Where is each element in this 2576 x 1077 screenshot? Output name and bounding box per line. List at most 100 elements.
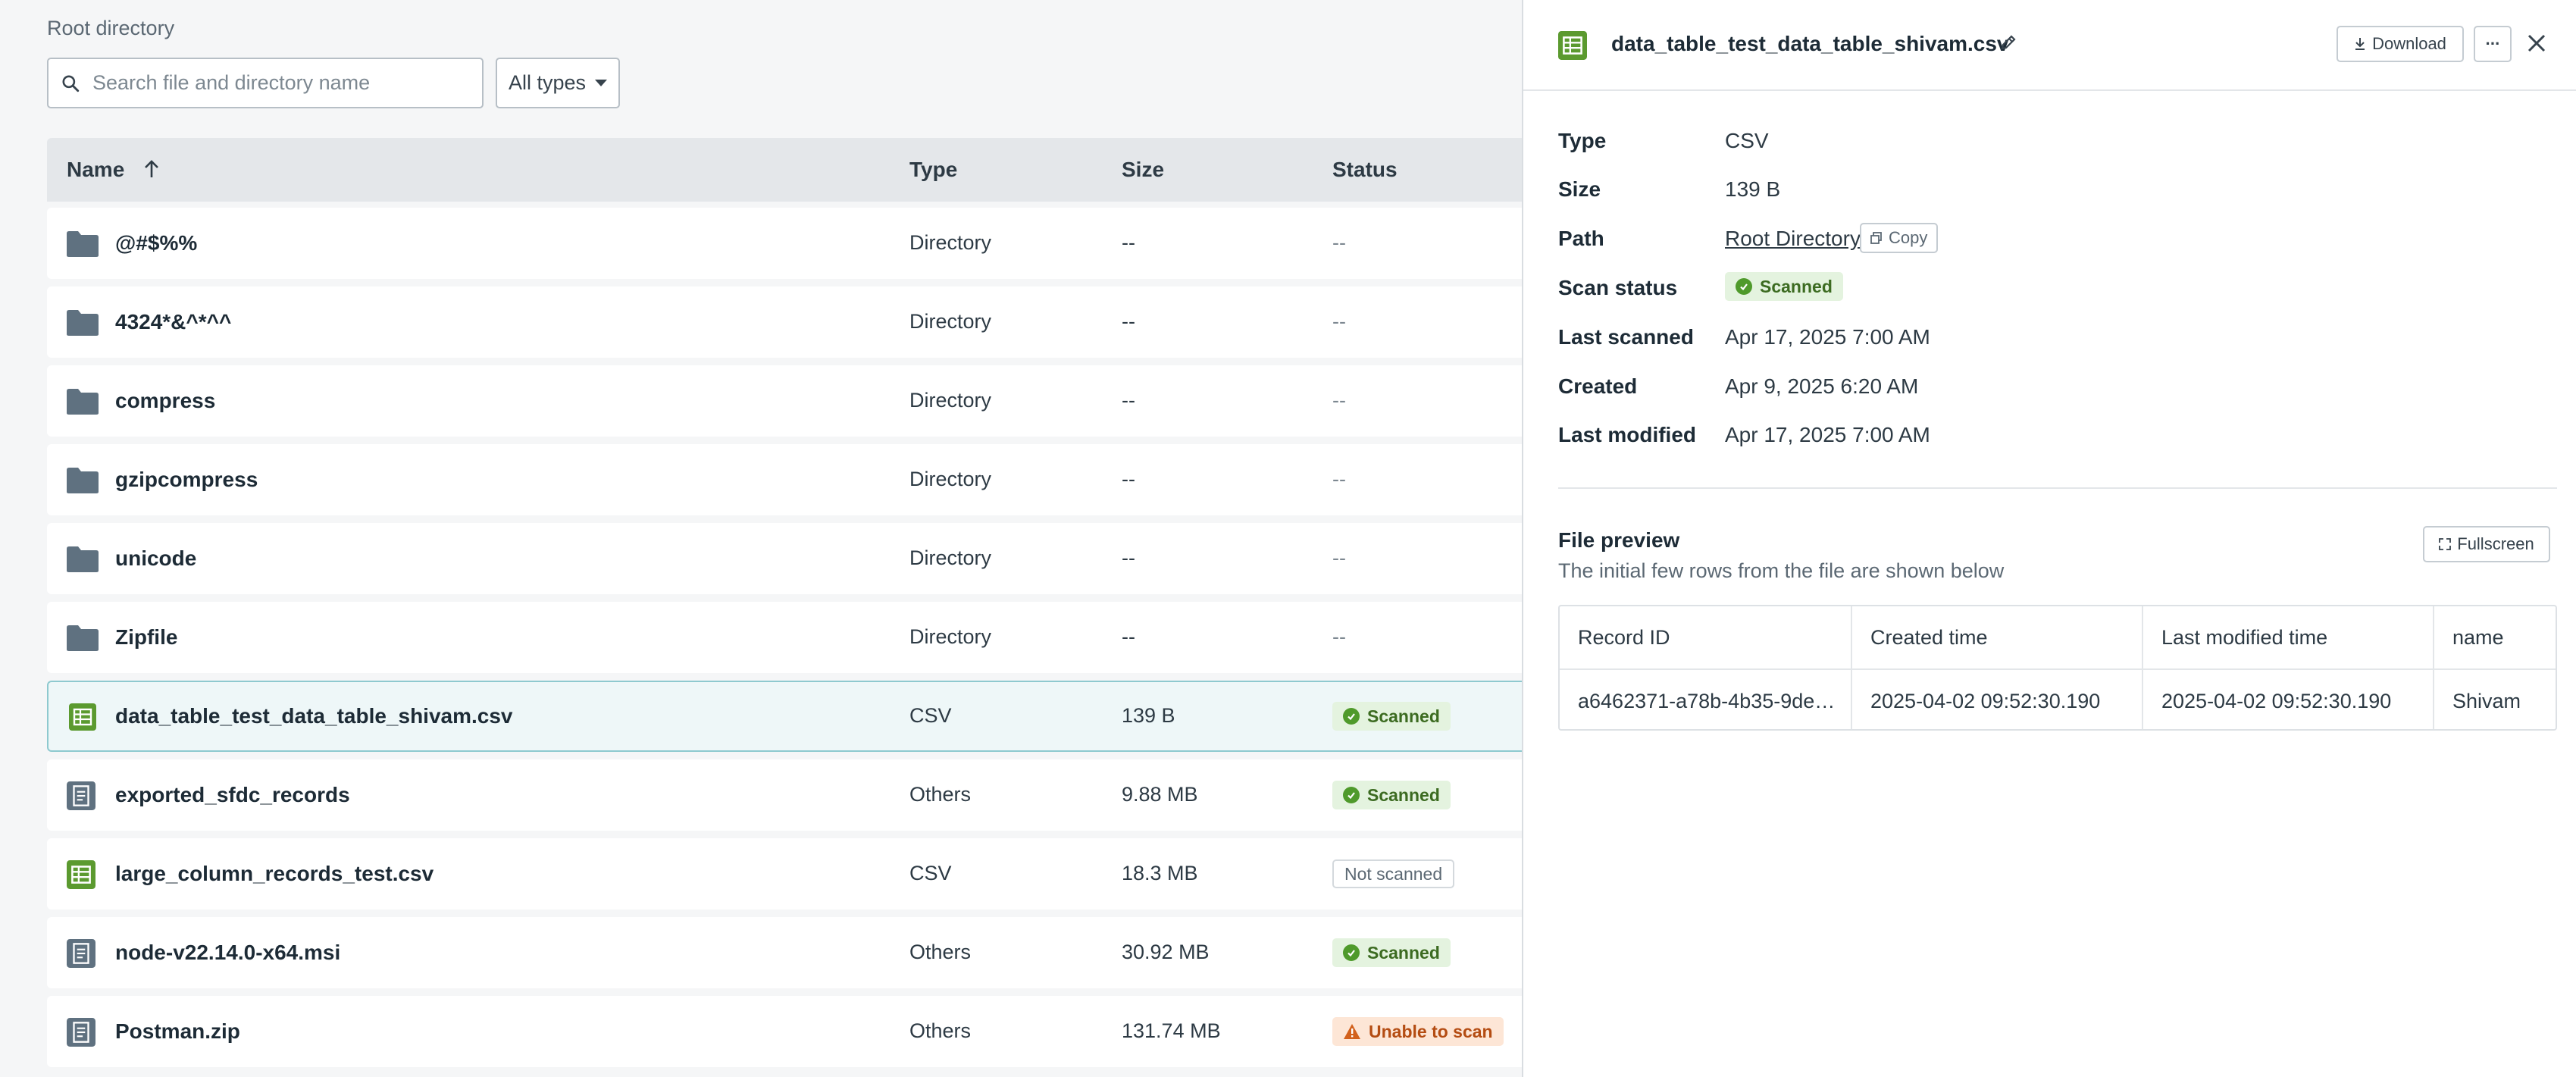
status-badge: Unable to scan: [1332, 1017, 1504, 1046]
row-status: --: [1332, 389, 1346, 412]
more-horizontal-icon: ···: [2485, 34, 2501, 53]
table-row[interactable]: node-v22.14.0-x64.msi Others 30.92 MB Sc…: [47, 917, 1522, 988]
table-row[interactable]: exported_sfdc_records Others 9.88 MB Sca…: [47, 759, 1522, 831]
check-circle-icon: [1343, 944, 1360, 961]
csv-file-icon: [67, 860, 95, 889]
row-name: compress: [115, 389, 216, 412]
search-input[interactable]: [92, 71, 471, 95]
table-row[interactable]: large_column_records_test.csv CSV 18.3 M…: [47, 838, 1522, 910]
row-size: 30.92 MB: [1122, 941, 1210, 963]
search-icon: [62, 74, 80, 92]
table-row[interactable]: Postman.zip Others 131.74 MB Unable to s…: [47, 996, 1522, 1067]
file-details-panel: data_table_test_data_table_shivam.csv Do…: [1522, 0, 2576, 1077]
row-name: data_table_test_data_table_shivam.csv: [115, 704, 513, 728]
document-icon: [67, 939, 95, 968]
row-size: --: [1122, 389, 1135, 412]
meta-last-modified: Last modified Apr 17, 2025 7:00 AM: [1558, 423, 1930, 446]
table-row[interactable]: 4324*&^*^^ Directory -- --: [47, 286, 1522, 358]
preview-column-header: Last modified time: [2161, 625, 2328, 649]
panel-title: data_table_test_data_table_shivam.csv: [1611, 32, 2009, 55]
search-box[interactable]: [47, 58, 484, 108]
preview-column-header: Record ID: [1578, 625, 1670, 649]
row-type: CSV: [909, 862, 952, 884]
preview-cell: 2025-04-02 09:52:30.190: [1870, 689, 2101, 712]
close-icon[interactable]: [2525, 32, 2548, 55]
row-size: 131.74 MB: [1122, 1019, 1221, 1042]
folder-icon: [67, 546, 99, 572]
folder-icon: [67, 231, 99, 257]
row-size: 18.3 MB: [1122, 862, 1198, 884]
document-icon: [67, 1018, 95, 1047]
row-type: Directory: [909, 468, 992, 490]
row-status: --: [1332, 546, 1346, 569]
row-status: --: [1332, 231, 1346, 254]
status-badge: Scanned: [1332, 781, 1451, 809]
row-status: --: [1332, 310, 1346, 333]
table-row[interactable]: @#$%% Directory -- --: [47, 208, 1522, 279]
row-size: 139 B: [1122, 704, 1175, 727]
table-row-selected[interactable]: data_table_test_data_table_shivam.csv CS…: [47, 681, 1522, 752]
column-header-size[interactable]: Size: [1122, 158, 1165, 181]
panel-header: data_table_test_data_table_shivam.csv Do…: [1523, 0, 2576, 91]
sort-ascending-icon: [145, 160, 158, 177]
row-size: 9.88 MB: [1122, 783, 1198, 806]
row-name: Zipfile: [115, 625, 178, 649]
status-badge: Scanned: [1332, 702, 1451, 731]
fullscreen-icon: [2439, 538, 2452, 550]
column-header-status[interactable]: Status: [1332, 158, 1398, 181]
preview-cell: 2025-04-02 09:52:30.190: [2161, 689, 2392, 712]
row-type: Directory: [909, 625, 992, 648]
row-name: large_column_records_test.csv: [115, 862, 434, 885]
row-type: Others: [909, 1019, 972, 1042]
copy-icon: [1870, 232, 1882, 244]
csv-file-icon: [69, 703, 96, 731]
row-type: Directory: [909, 231, 992, 254]
divider: [1558, 487, 2557, 489]
row-name: node-v22.14.0-x64.msi: [115, 941, 341, 964]
file-browser: Root directory All types Name Type Size …: [47, 17, 1522, 1067]
preview-column-header: Created time: [1870, 625, 1988, 649]
file-preview-table: Record ID Created time Last modified tim…: [1558, 605, 2557, 731]
row-size: --: [1122, 231, 1135, 254]
warning-icon: [1344, 1024, 1360, 1039]
row-type: Directory: [909, 310, 992, 333]
preview-cell: a6462371-a78b-4b35-9de…: [1578, 689, 1836, 712]
path-link[interactable]: Root Directory: [1725, 227, 1861, 250]
column-header-name[interactable]: Name: [67, 158, 161, 182]
edit-pencil-icon[interactable]: [1999, 33, 2017, 52]
preview-cell: Shivam: [2452, 689, 2521, 712]
row-size: --: [1122, 468, 1135, 490]
check-circle-icon: [1343, 787, 1360, 803]
meta-scan-status: Scan status Scanned: [1558, 272, 2089, 306]
document-icon: [67, 781, 95, 810]
download-button[interactable]: Download: [2337, 26, 2464, 62]
row-size: --: [1122, 310, 1135, 333]
fullscreen-button[interactable]: Fullscreen: [2423, 526, 2550, 562]
check-circle-icon: [1343, 708, 1360, 725]
row-name: 4324*&^*^^: [115, 310, 232, 333]
row-type: Others: [909, 783, 972, 806]
more-options-button[interactable]: ···: [2474, 26, 2512, 62]
table-row[interactable]: Zipfile Directory -- --: [47, 602, 1522, 673]
table-row[interactable]: unicode Directory -- --: [47, 523, 1522, 594]
row-type: Directory: [909, 389, 992, 412]
download-icon: [2355, 38, 2365, 50]
row-name: gzipcompress: [115, 468, 258, 491]
table-row[interactable]: gzipcompress Directory -- --: [47, 444, 1522, 515]
row-name: unicode: [115, 546, 197, 570]
row-size: --: [1122, 546, 1135, 569]
folder-icon: [67, 468, 99, 493]
type-filter-dropdown[interactable]: All types: [496, 58, 620, 108]
table-header: Name Type Size Status: [47, 138, 1522, 202]
file-preview-title: File preview: [1558, 528, 1680, 552]
breadcrumb[interactable]: Root directory: [47, 17, 175, 39]
row-status: --: [1332, 625, 1346, 648]
meta-path: Path Root Directory Copy: [1558, 223, 2089, 257]
folder-icon: [67, 310, 99, 336]
file-preview-subtitle: The initial few rows from the file are s…: [1558, 559, 2005, 582]
copy-path-button[interactable]: Copy: [1860, 223, 1939, 253]
row-type: Others: [909, 941, 972, 963]
column-header-type[interactable]: Type: [909, 158, 958, 181]
table-row[interactable]: compress Directory -- --: [47, 365, 1522, 437]
folder-icon: [67, 389, 99, 415]
